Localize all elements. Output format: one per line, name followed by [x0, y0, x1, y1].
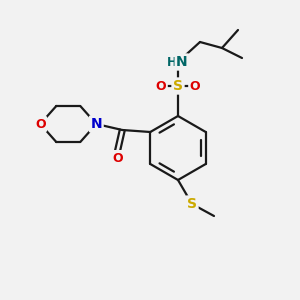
Text: N: N [176, 55, 188, 69]
Text: O: O [190, 80, 200, 92]
Text: H: H [167, 56, 177, 68]
Text: O: O [112, 152, 123, 164]
Text: O: O [35, 118, 46, 130]
Text: O: O [156, 80, 166, 92]
Text: S: S [187, 197, 197, 211]
Text: S: S [173, 79, 183, 93]
Text: N: N [91, 117, 102, 131]
